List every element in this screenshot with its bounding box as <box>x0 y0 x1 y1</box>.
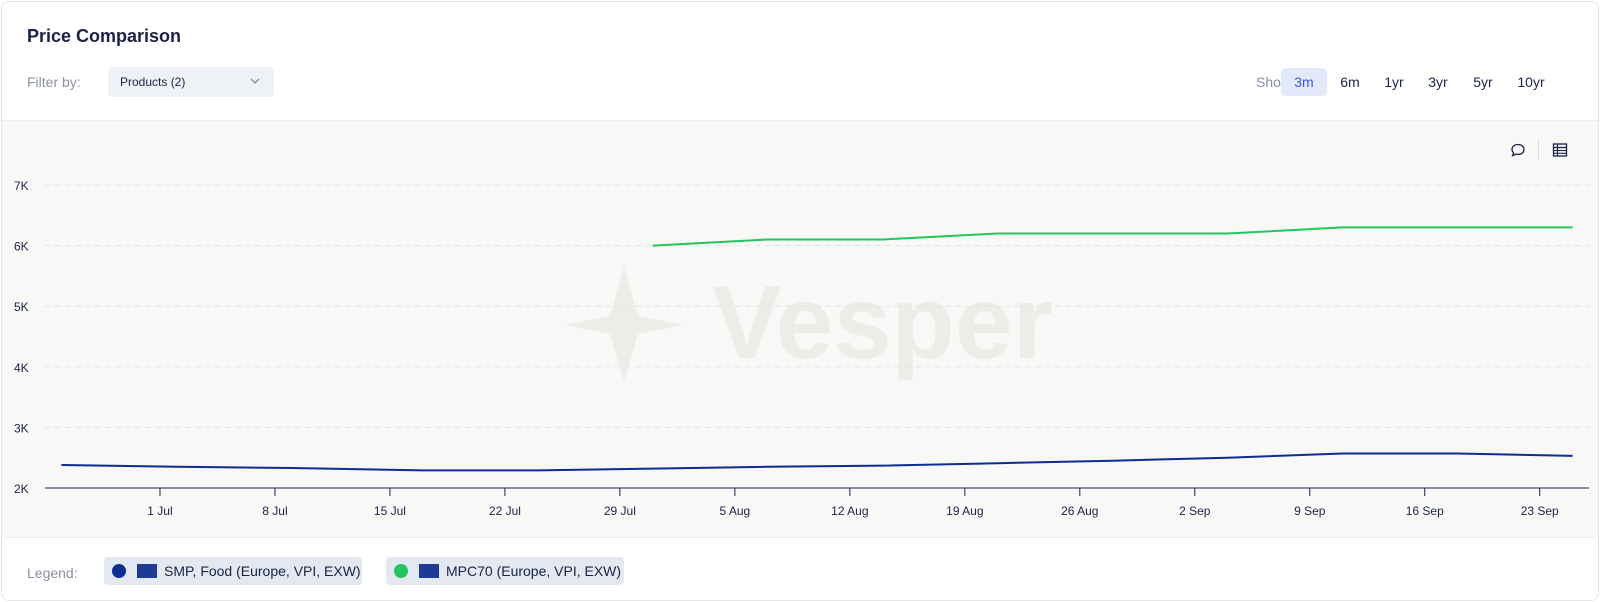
comment-icon[interactable] <box>1508 140 1528 160</box>
series-lines <box>61 226 1573 472</box>
range-3yr-button[interactable]: 3yr <box>1428 74 1448 90</box>
legend-label: Legend: <box>27 565 78 581</box>
series-line-1 <box>61 452 1573 472</box>
y-tick-label: 4K <box>14 361 29 375</box>
series-color-dot <box>112 564 126 578</box>
x-tick-label: 9 Sep <box>1294 504 1326 518</box>
table-icon[interactable] <box>1550 140 1570 160</box>
y-tick-label: 6K <box>14 240 29 254</box>
y-tick-label: 5K <box>14 300 29 314</box>
vesper-watermark: Vesper <box>564 265 1053 382</box>
filter-label: Filter by: <box>27 74 81 90</box>
range-1yr-button[interactable]: 1yr <box>1384 74 1404 90</box>
filter-value: Products (2) <box>120 75 186 89</box>
watermark-text: Vesper <box>712 265 1053 381</box>
range-6m-button[interactable]: 6m <box>1340 74 1360 90</box>
x-tick-label: 22 Jul <box>489 504 521 518</box>
line-chart: Vesper 2K 3K 4K 5K 6K 7K 1 Jul 8 Jul 15 Jul 22 J… <box>14 179 1589 518</box>
x-tick-label: 5 Aug <box>720 504 751 518</box>
y-tick-label: 3K <box>14 421 29 435</box>
legend-item-label: SMP, Food (Europe, VPI, EXW) <box>164 563 361 579</box>
legend-item-mpc70[interactable]: MPC70 (Europe, VPI, EXW) <box>386 557 624 585</box>
range-3m-button[interactable]: 3m <box>1281 68 1327 96</box>
range-5yr-button[interactable]: 5yr <box>1473 74 1493 90</box>
y-axis-ticks: 2K 3K 4K 5K 6K 7K <box>14 179 29 496</box>
range-10yr-button[interactable]: 10yr <box>1517 74 1545 90</box>
x-tick-label: 1 Jul <box>147 504 172 518</box>
products-filter-dropdown[interactable]: Products (2) <box>108 67 274 97</box>
toolbar-divider <box>1538 140 1539 160</box>
x-tick-label: 2 Sep <box>1179 504 1211 518</box>
y-tick-label: 7K <box>14 179 29 193</box>
y-tick-label: 2K <box>14 482 29 496</box>
x-tick-label: 8 Jul <box>262 504 287 518</box>
legend-item-smp[interactable]: SMP, Food (Europe, VPI, EXW) <box>104 557 362 585</box>
x-tick-label: 19 Aug <box>946 504 983 518</box>
page-title: Price Comparison <box>27 26 182 46</box>
x-tick-label: 12 Aug <box>831 504 868 518</box>
eu-flag-icon <box>419 564 439 578</box>
x-tick-label: 15 Jul <box>374 504 406 518</box>
legend-item-label: MPC70 (Europe, VPI, EXW) <box>446 563 622 579</box>
x-axis: 1 Jul 8 Jul 15 Jul 22 Jul 29 Jul 5 Aug 12 Aug 1… <box>45 487 1589 518</box>
eu-flag-icon <box>137 564 157 578</box>
series-line-2 <box>652 226 1573 247</box>
x-tick-label: 23 Sep <box>1521 504 1559 518</box>
x-tick-label: 16 Sep <box>1406 504 1444 518</box>
series-color-dot <box>394 564 408 578</box>
chevron-down-icon <box>250 78 260 84</box>
x-tick-label: 29 Jul <box>604 504 636 518</box>
grid-lines <box>45 184 1589 428</box>
x-tick-label: 26 Aug <box>1061 504 1098 518</box>
